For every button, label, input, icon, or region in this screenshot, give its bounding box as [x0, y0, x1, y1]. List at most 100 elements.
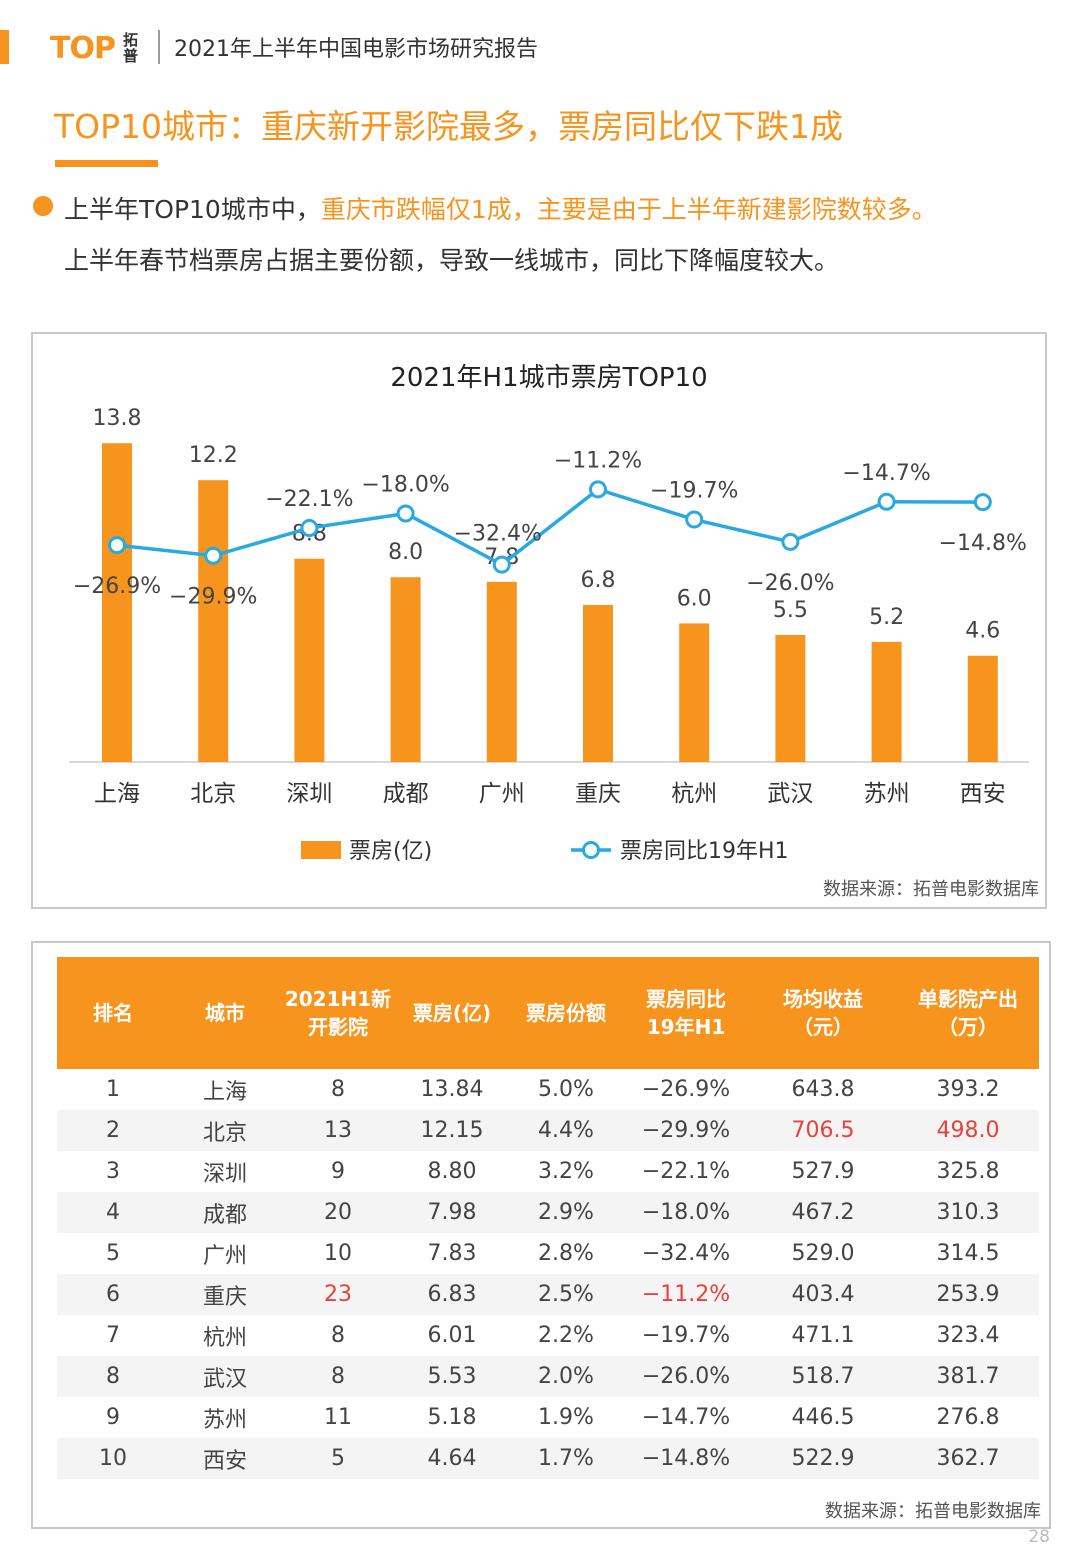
bar-6 [679, 623, 710, 762]
bar-7 [775, 634, 806, 762]
table-cell: 4 [57, 1192, 169, 1233]
table-panel: 排名 城市 2021H1新 开影院 票房(亿) 票房份额 票房同比 19年H1 场均收益 （元）单… [31, 941, 1051, 1529]
yoy-label-2: −22.1% [265, 487, 353, 512]
table-cell: 522.9 [749, 1438, 897, 1479]
table-cell: 苏州 [202, 1407, 247, 1433]
table-cell: 11 [324, 1405, 352, 1430]
table-row: 7 杭州 8 6.01 2.2% −19.7% 471.1 323.4 [57, 1315, 1039, 1356]
yoy-point-1 [204, 546, 223, 565]
summary-line-2: 上半年春节档票房占据主要份额，导致一线城市，同比下降幅度较大。 [64, 246, 840, 275]
table-cell: 10 [57, 1438, 169, 1479]
bar-label-5: 6.8 [581, 568, 616, 593]
table-cell: 13.84 [420, 1077, 484, 1102]
logo-cn: 拓 普 [123, 32, 138, 64]
table-cell: 5.53 [395, 1356, 509, 1397]
table-cell: 1.7% [509, 1438, 623, 1479]
table-cell: 9 [106, 1405, 120, 1430]
yoy-label-1: −29.9% [169, 585, 257, 610]
table-row: 8 武汉 8 5.53 2.0% −26.0% 518.7 381.7 [57, 1356, 1039, 1397]
table-cell: −14.8% [623, 1438, 749, 1479]
table-row: 2 北京 13 12.15 4.4% −29.9% 706.5 498.0 [57, 1110, 1039, 1151]
table-cell: 2.8% [538, 1241, 594, 1266]
table-cell: 7.83 [427, 1241, 477, 1266]
header-cell-0: 排名 [57, 957, 169, 1069]
table-row: 9 苏州 11 5.18 1.9% −14.7% 446.5 276.8 [57, 1397, 1039, 1438]
table-cell: 5 [106, 1241, 120, 1266]
category-label-2: 深圳 [286, 781, 332, 807]
table-cell: 446.5 [791, 1405, 855, 1430]
table-cell: 4.64 [395, 1438, 509, 1479]
header-text: 场均收益 [783, 987, 863, 1011]
table-cell: 527.9 [791, 1159, 855, 1184]
table-cell: 1.9% [538, 1405, 594, 1430]
table-cell: 5.0% [538, 1077, 594, 1102]
header-cell-2: 2021H1新 开影院 [281, 957, 395, 1069]
category-label-5: 重庆 [575, 781, 621, 807]
table-cell: 403.4 [749, 1274, 897, 1315]
table-source: 数据来源：拓普电影数据库 [825, 1501, 1041, 1522]
table-cell: −26.9% [641, 1077, 731, 1102]
summary-line-1: 上半年TOP10城市中，重庆市跌幅仅1成，主要是由于上半年新建影院数较多。 [64, 190, 937, 226]
yoy-point-7 [781, 532, 800, 551]
bar-1 [198, 480, 229, 762]
summary-highlight-text: 重庆市跌幅仅1成，主要是由于上半年新建影院数较多。 [320, 195, 937, 224]
table-cell: 2.0% [509, 1356, 623, 1397]
yoy-line [116, 487, 983, 567]
yoy-point-4 [492, 555, 511, 574]
city-ranking-table: 排名 城市 2021H1新 开影院 票房(亿) 票房份额 票房同比 19年H1 场均收益 （元）单… [57, 957, 1039, 1479]
table-cell: −14.7% [641, 1405, 731, 1430]
header-text: 开影院 [308, 1015, 368, 1039]
bar-9 [967, 655, 998, 762]
table-cell: 20 [281, 1192, 395, 1233]
header-text: 票房(亿) [412, 1001, 492, 1025]
table-cell: 9 [331, 1159, 345, 1184]
header-text: 排名 [93, 1001, 133, 1025]
bar-label-1: 12.2 [189, 443, 238, 468]
table-cell: 3 [106, 1159, 120, 1184]
table-cell: 314.5 [936, 1241, 1000, 1266]
table-row: 1 上海 8 13.84 5.0% −26.9% 643.8 393.2 [57, 1069, 1039, 1110]
yoy-label-6: −19.7% [650, 479, 738, 504]
table-cell: 上海 [202, 1079, 247, 1105]
yoy-point-8 [877, 492, 896, 511]
table-cell: 8 [331, 1077, 345, 1102]
header-text: 城市 [205, 1001, 245, 1025]
table-header-row: 排名 城市 2021H1新 开影院 票房(亿) 票房份额 票房同比 19年H1 场均收益 （元）单… [57, 957, 1039, 1069]
legend-bar-swatch [301, 841, 341, 859]
bar-2 [294, 558, 325, 762]
table-cell: 6.01 [427, 1323, 477, 1348]
table-cell: −22.1% [641, 1159, 731, 1184]
table-cell: 8 [281, 1356, 395, 1397]
bar-label-9: 4.6 [965, 619, 1000, 644]
table-cell: 10 [324, 1241, 352, 1266]
table-cell: 广州 [202, 1243, 247, 1269]
yoy-label-8: −14.7% [842, 461, 930, 486]
table-cell: 西安 [169, 1438, 281, 1479]
table-row: 3 深圳 9 8.80 3.2% −22.1% 527.9 325.8 [57, 1151, 1039, 1192]
table-cell: 7.98 [395, 1192, 509, 1233]
table-cell: 467.2 [749, 1192, 897, 1233]
table-cell: 8.80 [427, 1159, 477, 1184]
table-cell: 8 [331, 1323, 345, 1348]
table-cell: 5.18 [427, 1405, 477, 1430]
legend-line-marker [582, 841, 600, 859]
table-cell: 12.15 [395, 1110, 509, 1151]
table-cell: 1 [106, 1077, 120, 1102]
table-cell: 7 [106, 1323, 120, 1348]
bar-0 [102, 443, 132, 762]
yoy-point-2 [300, 519, 319, 538]
page-number: 28 [1028, 1527, 1050, 1547]
table-cell: 23 [281, 1274, 395, 1315]
bar-8 [871, 641, 902, 762]
header-cell-1: 城市 [169, 957, 281, 1069]
table-row: 10 西安 5 4.64 1.7% −14.8% 522.9 362.7 [57, 1438, 1039, 1479]
yoy-label-7: −26.0% [746, 571, 834, 596]
box-office-chart: 2021年H1城市票房TOP1013.8上海12.2北京8.8深圳8.0成都7.… [69, 363, 1029, 864]
logo-cn-top: 拓 [122, 31, 138, 49]
table-row: 6 重庆 23 6.83 2.5% −11.2% 403.4 253.9 [57, 1274, 1039, 1315]
table-cell: 8 [57, 1356, 169, 1397]
table-cell: 2.9% [509, 1192, 623, 1233]
table-cell: 393.2 [936, 1077, 1000, 1102]
yoy-point-5 [589, 480, 607, 499]
table-cell: 643.8 [791, 1077, 855, 1102]
